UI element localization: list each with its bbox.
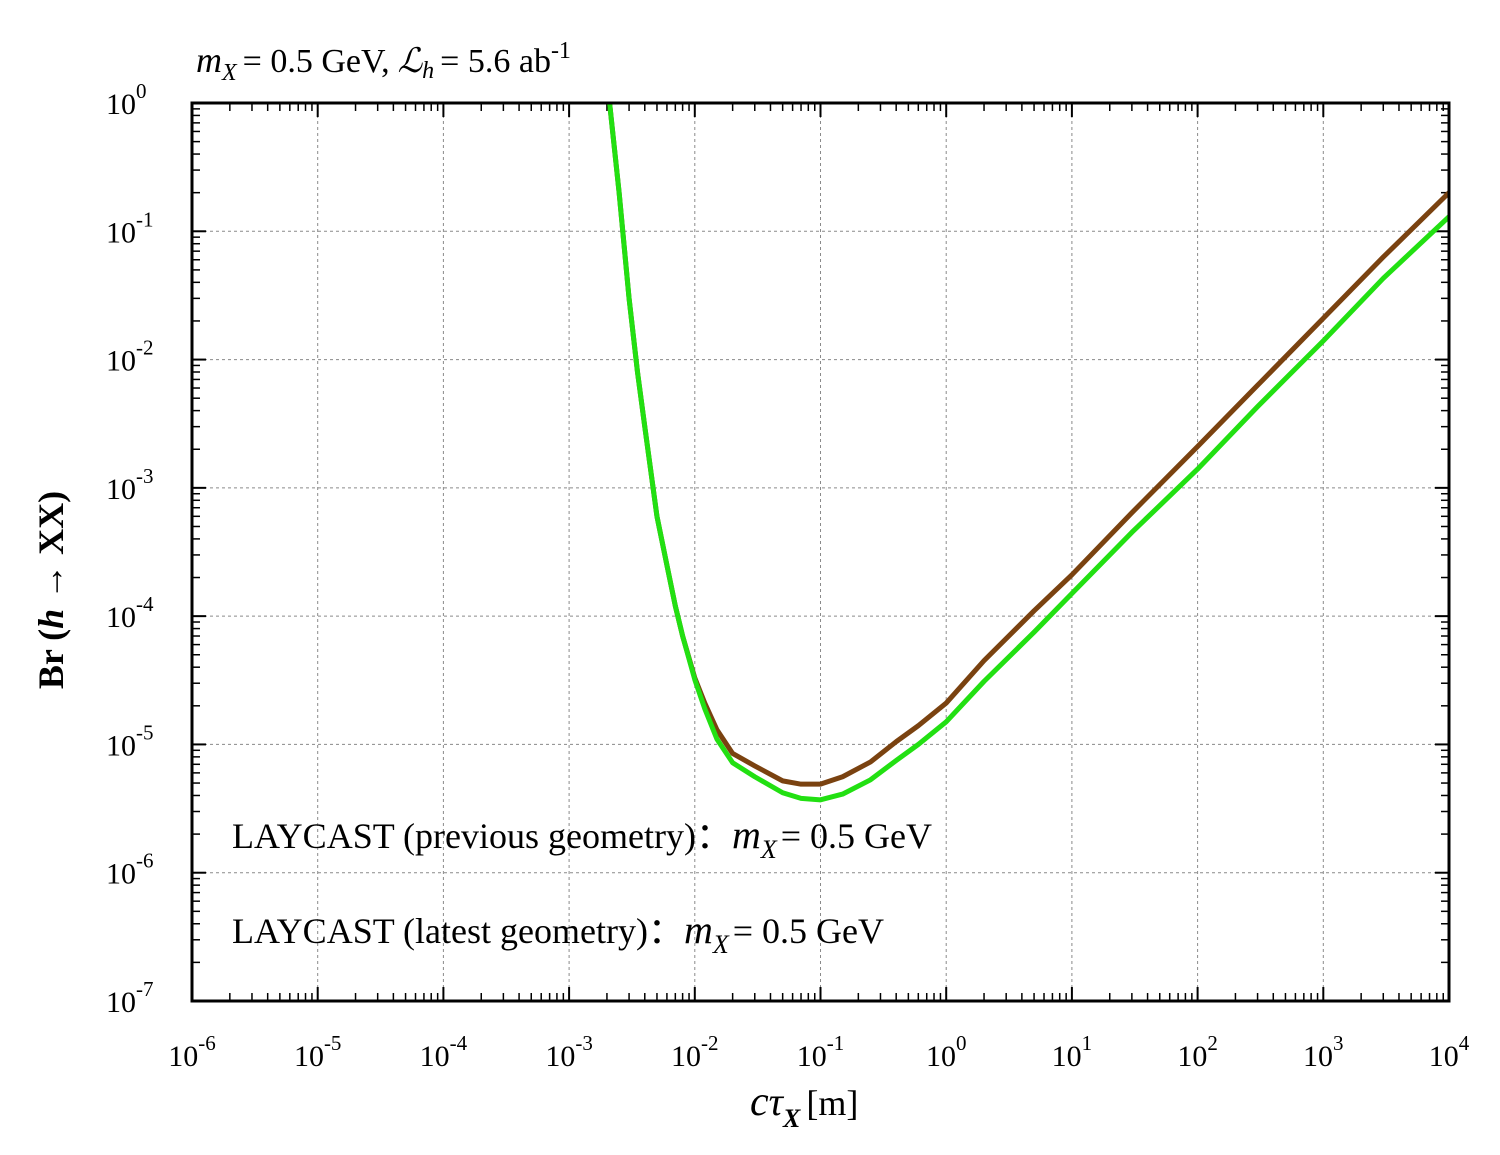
y-tick-base: 10 [106, 858, 136, 891]
y-tick-base: 10 [106, 216, 136, 249]
y-tick-exp: -1 [136, 207, 154, 231]
legend-previous-prefix: LAYCAST (previous geometry)： [232, 816, 732, 856]
x-tick-exp: 0 [956, 1031, 967, 1055]
title-lumi-sup: -1 [551, 38, 571, 64]
x-tick-exp: -6 [198, 1031, 216, 1055]
x-tick-base: 10 [1177, 1040, 1207, 1073]
ylabel-h: h [31, 609, 71, 629]
x-tick-label: 103 [1303, 1031, 1344, 1073]
x-tick-label: 10-5 [294, 1031, 342, 1073]
plot-frame [190, 101, 1451, 1003]
x-tick-base: 10 [797, 1040, 827, 1073]
y-tick-exp: -2 [136, 336, 154, 360]
y-tick-exp: -4 [136, 592, 154, 616]
x-tick-exp: 1 [1082, 1031, 1093, 1055]
y-tick-label: 10-2 [106, 336, 154, 378]
legend-previous-sub: X [760, 835, 778, 864]
y-tick-label: 10-3 [106, 464, 154, 506]
title-m-sub: X [221, 60, 238, 86]
series-line-latest [607, 103, 1449, 803]
chart-title: mX = 0.5 GeV, ℒh = 5.6 ab-1 [196, 38, 571, 86]
x-tick-exp: -5 [324, 1031, 342, 1055]
x-tick-label: 101 [1052, 1031, 1093, 1073]
legend-previous: LAYCAST (previous geometry)：mX = 0.5 GeV [232, 812, 932, 864]
xlabel-tau: τ [769, 1079, 785, 1124]
grid [192, 103, 1449, 1001]
x-tick-label: 10-2 [671, 1031, 719, 1073]
y-axis-label: Br (h → XX) [31, 491, 71, 689]
legend-previous-m: m [732, 812, 761, 857]
x-tick-exp: -1 [827, 1031, 845, 1055]
y-tick-label: 10-6 [106, 849, 154, 891]
y-tick-label: 10-1 [106, 207, 154, 249]
x-tick-base: 10 [420, 1040, 450, 1073]
y-tick-base: 10 [106, 986, 136, 1019]
x-tick-exp: 3 [1333, 1031, 1344, 1055]
x-tick-base: 10 [545, 1040, 575, 1073]
x-tick-base: 10 [671, 1040, 701, 1073]
legend-latest-m: m [684, 907, 713, 952]
xlabel-sub: X [782, 1104, 801, 1133]
y-tick-base: 10 [106, 88, 136, 121]
y-tick-exp: -6 [136, 849, 154, 873]
x-tick-labels: 10-6 10-5 10-4 10-3 10-2 10-1 100 101 102 103 104 [168, 1031, 1470, 1073]
title-mass-text: = 0.5 GeV, [243, 43, 390, 80]
x-tick-label: 100 [926, 1031, 967, 1073]
y-tick-base: 10 [106, 473, 136, 506]
x-tick-label: 10-3 [545, 1031, 593, 1073]
x-tick-label: 10-4 [420, 1031, 468, 1073]
y-tick-exp: -5 [136, 720, 154, 744]
y-tick-base: 10 [106, 729, 136, 762]
y-tick-base: 10 [106, 345, 136, 378]
y-tick-label: 10-7 [106, 977, 154, 1019]
y-tick-exp: -3 [136, 464, 154, 488]
title-lumi-symbol: ℒ [398, 43, 424, 80]
y-tick-base: 10 [106, 601, 136, 634]
legend-previous-suffix: = 0.5 GeV [781, 816, 932, 856]
x-tick-exp: -3 [575, 1031, 593, 1055]
legend-latest: LAYCAST (latest geometry)：mX = 0.5 GeV [232, 907, 884, 959]
y-tick-exp: 0 [136, 79, 147, 103]
ylabel-post: → XX) [31, 491, 71, 609]
x-tick-base: 10 [294, 1040, 324, 1073]
x-tick-base: 10 [1429, 1040, 1459, 1073]
y-tick-label: 100 [106, 79, 147, 121]
legend-latest-prefix: LAYCAST (latest geometry)： [232, 911, 684, 951]
title-lumi-text: = 5.6 ab [440, 43, 551, 80]
x-tick-label: 10-6 [168, 1031, 216, 1073]
y-tick-label: 10-4 [106, 592, 154, 634]
x-axis-label: cτX [m] [750, 1079, 858, 1133]
y-tick-label: 10-5 [106, 720, 154, 762]
legend-latest-sub: X [712, 930, 730, 959]
x-tick-label: 102 [1177, 1031, 1218, 1073]
xlabel-c: c [750, 1079, 769, 1125]
legend-latest-suffix: = 0.5 GeV [733, 911, 884, 951]
x-tick-exp: 2 [1207, 1031, 1218, 1055]
series-lines [607, 103, 1449, 803]
title-lumi-sub: h [422, 58, 434, 84]
y-tick-exp: -7 [136, 977, 154, 1001]
x-tick-label: 104 [1429, 1031, 1470, 1073]
x-tick-exp: -4 [450, 1031, 468, 1055]
title-m: m [196, 40, 222, 80]
x-tick-base: 10 [168, 1040, 198, 1073]
x-tick-base: 10 [926, 1040, 956, 1073]
x-tick-exp: -2 [701, 1031, 719, 1055]
x-tick-base: 10 [1303, 1040, 1333, 1073]
ylabel-pre: Br ( [31, 629, 71, 689]
xlabel-unit: [m] [806, 1083, 858, 1123]
x-tick-exp: 4 [1459, 1031, 1470, 1055]
x-tick-label: 10-1 [797, 1031, 845, 1073]
x-tick-base: 10 [1052, 1040, 1082, 1073]
